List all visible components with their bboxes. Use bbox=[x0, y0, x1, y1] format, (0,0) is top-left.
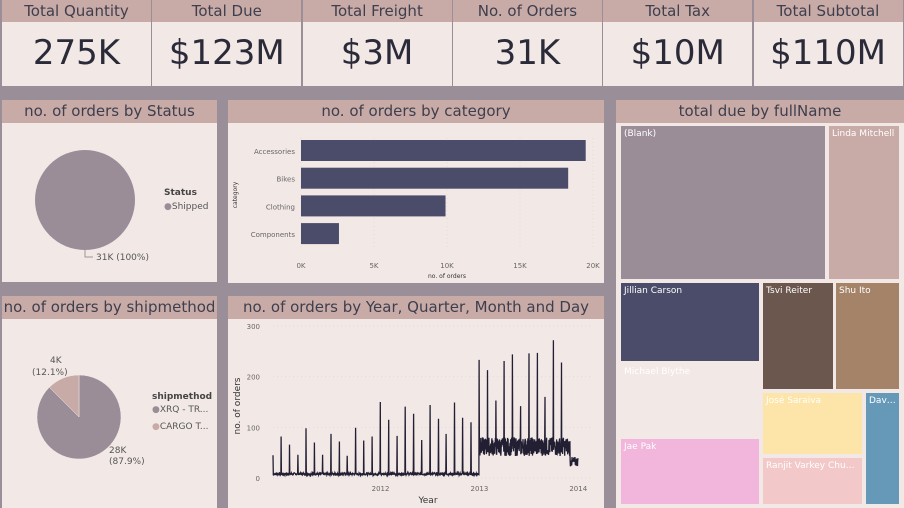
bar-accessories bbox=[301, 140, 586, 161]
legend-dot-icon: ● bbox=[152, 405, 160, 415]
x-tick-label: 2012 bbox=[372, 485, 390, 493]
kpi-label: No. of Orders bbox=[452, 0, 602, 22]
kpi-value: $10M bbox=[630, 33, 725, 73]
treemap-tile[interactable]: Jae Pak bbox=[620, 438, 760, 505]
x-tick-label: 0K bbox=[296, 262, 305, 270]
x-tick-label: 5K bbox=[369, 262, 378, 270]
legend-label: CARGO T... bbox=[159, 422, 209, 432]
kpi-label: Total Quantity bbox=[2, 0, 151, 22]
panel-title: no. of orders by Year, Quarter, Month an… bbox=[228, 296, 604, 319]
x-tick-label: 2013 bbox=[470, 485, 488, 493]
treemap-tile[interactable]: Tsvi Reiter bbox=[762, 282, 834, 390]
kpi-value: $110M bbox=[770, 33, 886, 73]
kpi-value: $123M bbox=[168, 33, 285, 73]
leader-line bbox=[84, 250, 93, 258]
panel-title: no. of orders by Status bbox=[2, 100, 217, 123]
legend-label: Shipped bbox=[171, 202, 209, 212]
data-label-pct: (12.1%) bbox=[32, 368, 68, 378]
kpi-label: Total Due bbox=[152, 0, 302, 22]
treemap-panel: total due by fullName (Blank) Linda Mitch… bbox=[616, 100, 904, 508]
category-bar-chart: 0K 5K 10K 15K 20K Accessories Bikes Clothing Com… bbox=[232, 138, 600, 280]
shipmethod-pie bbox=[36, 374, 122, 460]
legend-dot-icon: ● bbox=[164, 202, 172, 212]
y-tick-label: 200 bbox=[247, 374, 260, 382]
legend-label: XRQ - TR... bbox=[159, 405, 209, 415]
y-tick-label: Clothing bbox=[266, 203, 295, 211]
data-label: 31K (100%) bbox=[96, 253, 149, 263]
panel-title: no. of orders by category bbox=[228, 100, 604, 123]
kpi-label: Total Freight bbox=[302, 0, 452, 22]
kpi-value: 31K bbox=[494, 33, 561, 73]
orders-line-chart: 0 100 200 300 2012 2013 2014 Year no. of orders bbox=[233, 323, 593, 506]
kpi-value: $3M bbox=[340, 33, 414, 73]
data-label: 4K bbox=[50, 356, 62, 366]
y-tick-label: 100 bbox=[247, 424, 260, 432]
treemap-tile[interactable]: Davi... bbox=[865, 392, 900, 505]
legend-item-xrq[interactable]: ●XRQ - TR... bbox=[152, 405, 208, 415]
y-tick-label: 300 bbox=[247, 323, 260, 331]
orders-timeline-panel: no. of orders by Year, Quarter, Month an… bbox=[228, 296, 604, 508]
panel-title: total due by fullName bbox=[616, 100, 904, 123]
x-tick-label: 2014 bbox=[569, 485, 587, 493]
x-tick-label: 15K bbox=[513, 262, 527, 270]
status-pie-panel: no. of orders by Status 31K (100%) Statu… bbox=[2, 100, 217, 282]
treemap-tile[interactable]: (Blank) bbox=[620, 125, 826, 280]
y-axis-title: category bbox=[232, 181, 239, 208]
legend-title: Status bbox=[164, 188, 197, 198]
treemap-tile[interactable]: Ranjit Varkey Chuduk... bbox=[762, 457, 863, 505]
y-axis-title: no. of orders bbox=[233, 377, 243, 434]
data-label-pct: (87.9%) bbox=[109, 457, 145, 467]
treemap-tile[interactable]: José Saraiva bbox=[762, 392, 863, 455]
legend-item-shipped[interactable]: ●Shipped bbox=[164, 202, 208, 212]
kpi-value: 275K bbox=[32, 33, 121, 73]
kpi-card: Total Freight $3M bbox=[302, 0, 452, 86]
y-tick-label: Accessories bbox=[254, 148, 295, 156]
bar-clothing bbox=[301, 195, 446, 217]
treemap-tile[interactable]: Linda Mitchell bbox=[828, 125, 900, 280]
legend-dot-icon: ● bbox=[152, 422, 160, 432]
x-axis-title: Year bbox=[417, 496, 437, 506]
kpi-card: Total Due $123M bbox=[152, 0, 302, 86]
pie-slice bbox=[35, 150, 135, 250]
kpi-label: Total Tax bbox=[603, 0, 753, 22]
kpi-card: Total Subtotal $110M bbox=[753, 0, 903, 86]
legend-title: shipmethod bbox=[152, 392, 213, 402]
orders-series-line bbox=[272, 340, 579, 478]
treemap-tile[interactable]: Michael Blythe bbox=[620, 363, 760, 438]
x-tick-label: 20K bbox=[586, 262, 600, 270]
panel-title: no. of orders by shipmethod bbox=[2, 296, 217, 319]
y-tick-label: Components bbox=[251, 231, 296, 239]
shipmethod-pie-panel: no. of orders by shipmethod 4K (12.1%) 2… bbox=[2, 296, 217, 508]
category-bar-panel: no. of orders by category 0K 5K 10K 15K 20K A… bbox=[228, 100, 604, 283]
x-axis-title: no. of orders bbox=[428, 273, 466, 280]
legend-item-cargo[interactable]: ●CARGO T... bbox=[152, 422, 209, 432]
treemap-tile[interactable]: Jillian Carson bbox=[620, 282, 760, 362]
y-tick-label: 0 bbox=[256, 475, 260, 483]
data-label: 28K bbox=[109, 446, 127, 456]
kpi-label: Total Subtotal bbox=[753, 0, 903, 22]
x-tick-label: 10K bbox=[440, 262, 454, 270]
bar-components bbox=[301, 223, 339, 245]
treemap-tile[interactable]: Shu Ito bbox=[835, 282, 900, 390]
bar-bikes bbox=[301, 167, 569, 189]
kpi-card: No. of Orders 31K bbox=[452, 0, 602, 86]
pie-slice bbox=[36, 374, 122, 460]
kpi-card: Total Tax $10M bbox=[603, 0, 753, 86]
status-pie bbox=[35, 150, 135, 258]
pie-slice bbox=[48, 374, 80, 418]
kpi-card: Total Quantity 275K bbox=[2, 0, 151, 86]
y-tick-label: Bikes bbox=[276, 176, 295, 184]
